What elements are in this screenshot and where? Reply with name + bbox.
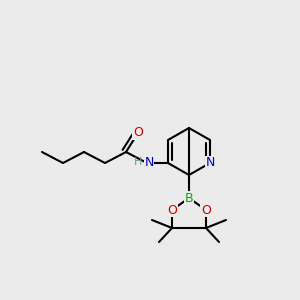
Text: B: B — [185, 191, 193, 205]
Text: O: O — [133, 127, 143, 140]
Text: O: O — [201, 203, 211, 217]
Text: O: O — [167, 203, 177, 217]
Text: N: N — [144, 157, 154, 169]
Text: H: H — [134, 157, 142, 167]
Text: N: N — [205, 157, 215, 169]
